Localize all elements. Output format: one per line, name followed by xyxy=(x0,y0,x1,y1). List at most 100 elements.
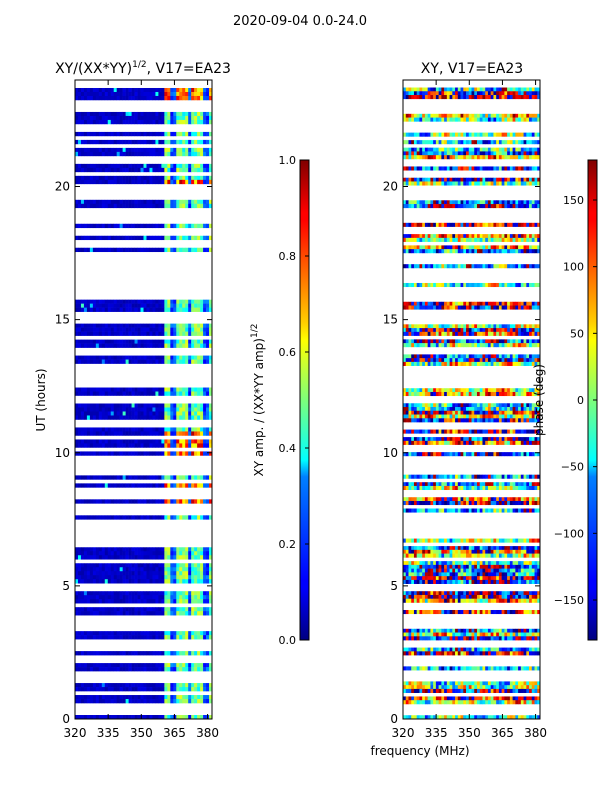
amp-cell xyxy=(125,439,129,444)
phase-cell xyxy=(537,305,541,310)
amp-cell xyxy=(197,343,201,348)
amp-cell xyxy=(95,339,100,344)
amp-cell xyxy=(173,651,177,656)
amp-cell xyxy=(167,91,171,97)
phase-cell xyxy=(487,166,491,171)
phase-cell xyxy=(512,388,516,393)
phase-cell xyxy=(498,113,502,118)
amp-cell xyxy=(83,331,88,336)
amp-cell xyxy=(75,147,79,153)
amp-cell xyxy=(152,199,156,205)
phase-cell xyxy=(531,140,535,145)
amp-cell xyxy=(200,151,204,157)
phase-cell xyxy=(512,155,516,160)
amp-cell xyxy=(164,667,168,672)
phase-cell xyxy=(433,391,437,397)
amp-cell xyxy=(149,327,153,332)
amp-cell xyxy=(191,95,195,101)
phase-cell xyxy=(457,91,461,96)
amp-cell xyxy=(185,663,189,668)
amp-cell xyxy=(206,547,210,552)
amp-cell xyxy=(122,163,126,169)
amp-cell xyxy=(80,167,85,173)
amp-cell xyxy=(122,303,126,308)
amp-cell xyxy=(167,551,171,556)
amp-cell xyxy=(173,667,177,672)
phase-cell xyxy=(496,301,500,306)
phase-cell xyxy=(537,391,541,397)
phase-cell xyxy=(419,305,423,310)
amp-cell xyxy=(92,323,97,328)
amp-cell xyxy=(170,635,174,640)
phase-cell xyxy=(438,388,442,393)
amp-cell xyxy=(77,715,82,720)
phase-cell xyxy=(460,87,464,92)
amp-cell xyxy=(188,175,192,181)
phase-cell xyxy=(474,343,478,348)
phase-cell xyxy=(534,151,538,156)
phase-cell xyxy=(422,358,426,363)
amp-cell xyxy=(209,451,213,456)
amp-cell xyxy=(113,151,117,157)
phase-cell xyxy=(534,222,538,227)
amp-cell xyxy=(146,303,150,308)
phase-cell xyxy=(416,301,420,306)
amp-cell xyxy=(206,87,210,93)
amp-cell xyxy=(152,91,156,97)
amp-cell xyxy=(83,119,88,125)
amp-cell xyxy=(116,515,120,520)
amp-cell xyxy=(203,307,207,312)
amp-cell xyxy=(75,235,79,241)
phase-cell xyxy=(424,87,428,92)
amp-cell xyxy=(92,299,97,304)
phase-cell xyxy=(520,328,524,333)
amp-cell xyxy=(104,611,109,616)
phase-cell xyxy=(493,391,497,397)
phase-cell xyxy=(408,166,412,171)
amp-cell xyxy=(209,607,213,612)
phase-cell xyxy=(515,343,519,348)
amp-cell xyxy=(191,343,195,348)
amp-cell xyxy=(146,515,150,520)
amp-cell xyxy=(176,547,180,552)
amp-cell xyxy=(131,515,135,520)
amp-cell xyxy=(75,555,79,560)
amp-cell xyxy=(206,551,210,556)
phase-cell xyxy=(435,117,439,122)
amp-cell xyxy=(203,95,207,101)
phase-cell xyxy=(507,151,511,156)
amp-cell xyxy=(86,387,91,392)
phase-cell xyxy=(490,331,494,336)
amp-cell xyxy=(89,203,94,209)
phase-cell xyxy=(441,117,445,122)
phase-cell xyxy=(455,305,459,310)
amp-cell xyxy=(155,595,159,600)
phase-cell xyxy=(408,361,412,366)
phase-cell xyxy=(463,354,467,359)
phase-cell xyxy=(466,117,470,122)
amp-cell xyxy=(75,179,79,185)
phase-cell xyxy=(416,132,420,137)
amp-cell xyxy=(146,687,150,692)
phase-cell xyxy=(455,132,459,137)
phase-cell xyxy=(485,87,489,92)
phase-cell xyxy=(441,331,445,336)
phase-cell xyxy=(411,113,415,118)
amp-cell xyxy=(161,571,165,576)
amp-cell xyxy=(98,387,103,392)
phase-cell xyxy=(405,200,409,205)
phase-cell xyxy=(422,177,426,182)
amp-cell xyxy=(92,407,97,412)
phase-cell xyxy=(435,132,439,137)
amp-cell xyxy=(209,551,213,556)
amp-cell xyxy=(134,611,138,616)
phase-cell xyxy=(435,354,439,359)
amp-cell xyxy=(134,139,138,145)
phase-cell xyxy=(526,343,530,348)
phase-cell xyxy=(537,177,541,182)
amp-cell xyxy=(119,475,123,480)
amp-cell xyxy=(191,407,195,412)
amp-cell xyxy=(167,203,171,209)
amp-cell xyxy=(140,715,144,720)
phase-cell xyxy=(405,132,409,137)
